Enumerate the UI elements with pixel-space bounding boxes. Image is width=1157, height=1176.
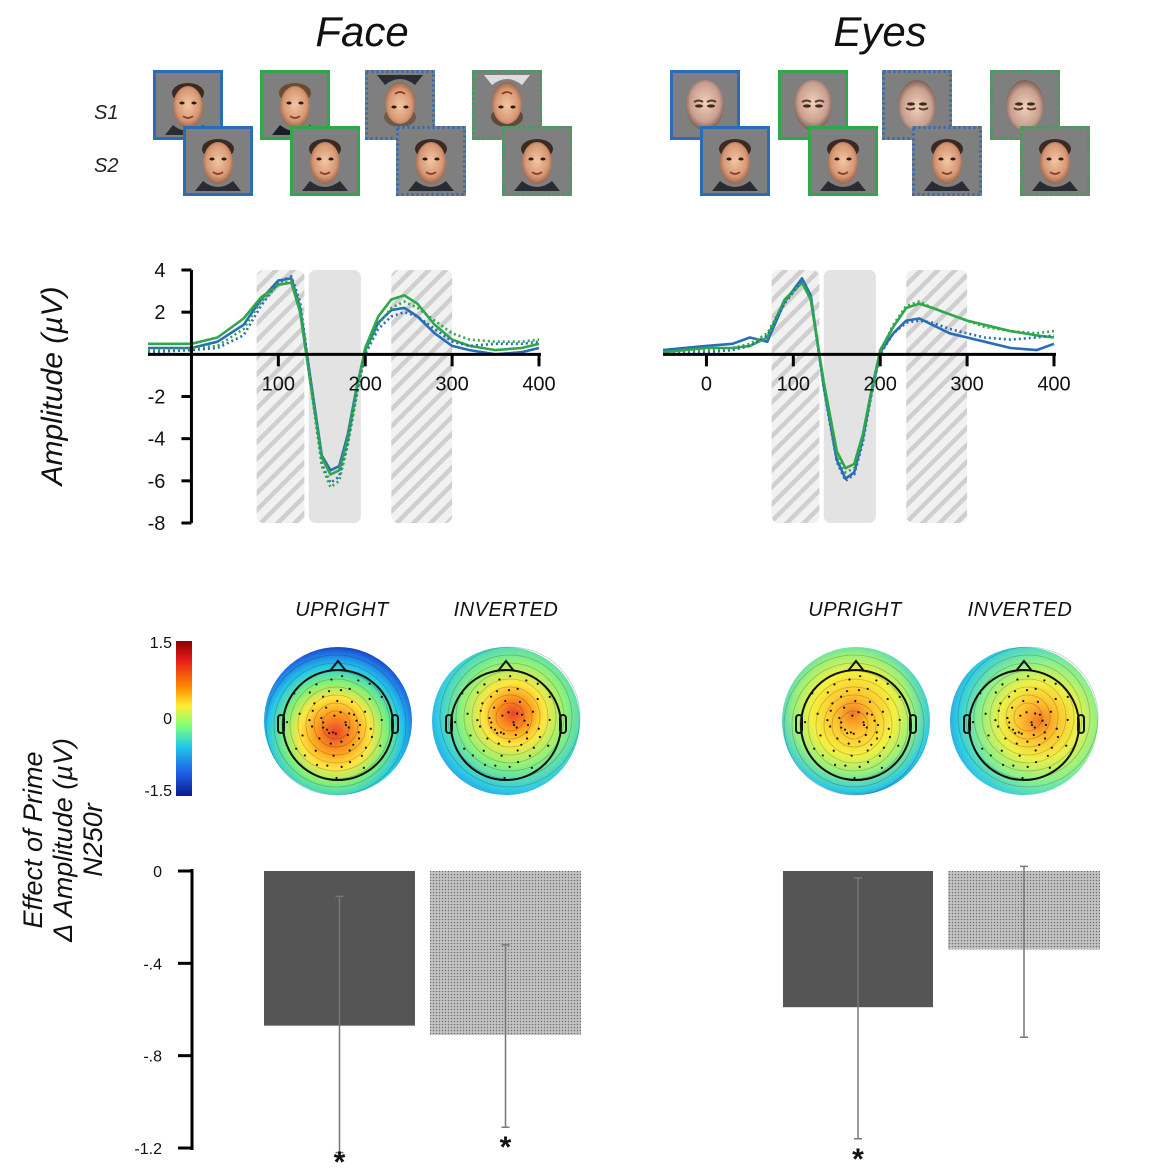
erp-eyes-chart: 0 100 200 300 400	[662, 270, 1071, 523]
face-target-s2-3	[396, 126, 466, 196]
face-panel-title: Face	[315, 8, 408, 55]
significance-marker-2: *	[500, 1131, 512, 1164]
bar-y-tick-label: -.8	[143, 1049, 162, 1066]
erp-face-chart: 100 200 300 400 4 2 -2 -4 -6 -8	[148, 260, 556, 535]
topo-header-eyes-inverted: INVERTED	[968, 599, 1073, 621]
scalp-topographies	[264, 646, 1099, 796]
erp-eyes-window-2	[823, 270, 876, 523]
eyes-prime-s1-4	[990, 70, 1060, 140]
eyes-target-s2-4	[1020, 126, 1090, 196]
topomap-3	[782, 647, 930, 796]
erp-face-x-tick-label: 300	[435, 373, 468, 395]
face-target-s2-1	[183, 126, 253, 196]
eyes-prime-s1-2	[778, 70, 848, 140]
bar-y-tick-label: -1.2	[134, 1141, 162, 1158]
erp-face-window-2	[308, 270, 361, 523]
erp-eyes-x-tick-label: 300	[950, 373, 983, 395]
bar-y-tick-label: -.4	[143, 956, 162, 973]
erp-eyes-x-tick-label: 100	[777, 373, 810, 395]
colorbar-tick-min: -1.5	[144, 783, 172, 800]
topo-header-eyes-upright: UPRIGHT	[808, 599, 903, 621]
erp-face-y-tick-label: -4	[148, 429, 166, 451]
topomap-1	[264, 647, 412, 796]
face-prime-s1-3	[365, 70, 435, 140]
erp-face-series-4	[147, 279, 540, 489]
s1-row-label: S1	[94, 102, 118, 124]
erp-face-y-tick-label: 4	[154, 260, 165, 282]
erp-eyes-window-3	[906, 270, 968, 523]
significance-marker-1: *	[334, 1146, 346, 1176]
face-target-s2-4	[502, 126, 572, 196]
topo-header-face-upright: UPRIGHT	[295, 599, 390, 621]
erp-eyes-x-tick-label: 400	[1037, 373, 1070, 395]
erp-face-y-tick-label: -8	[148, 513, 166, 535]
stimulus-thumbnails	[153, 70, 1090, 196]
erp-face-x-tick-label: 200	[349, 373, 382, 395]
topo-header-face-inverted: INVERTED	[454, 599, 559, 621]
erp-face-y-tick-label: -6	[148, 471, 166, 493]
erp-face-series-3	[147, 275, 540, 485]
bar-y-label-line1: Effect of Prime	[18, 751, 48, 928]
erp-eyes-window-1	[771, 270, 820, 523]
s2-row-label: S2	[94, 155, 118, 177]
bar-y-label-line3: N250r	[78, 802, 108, 877]
significance-marker-3: *	[852, 1143, 864, 1176]
erp-y-axis-label: Amplitude (µV)	[36, 286, 69, 487]
erp-face-x-tick-label: 400	[522, 373, 555, 395]
erp-face-window-3	[391, 270, 453, 523]
erp-face-y-tick-label: -2	[148, 387, 166, 409]
erp-face-x-tick-label: 100	[262, 373, 295, 395]
colorbar-tick-zero: 0	[163, 711, 172, 728]
erp-face-window-1	[256, 270, 305, 523]
eyes-target-s2-3	[912, 126, 982, 196]
bar-y-tick-label: 0	[153, 864, 162, 881]
erp-face-y-tick-label: 2	[154, 302, 165, 324]
bar-y-axis-label: Effect of Prime Δ Amplitude (µV) N250r	[18, 738, 108, 943]
erp-eyes-series-4	[662, 281, 1055, 474]
erp-eyes-x-tick-label: 200	[864, 373, 897, 395]
colorbar	[176, 641, 192, 796]
eyes-target-s2-2	[808, 126, 878, 196]
face-target-s2-2	[290, 126, 360, 196]
bar-y-label-line2: Δ Amplitude (µV)	[48, 738, 78, 943]
erp-eyes-x-tick-label: 0	[701, 373, 712, 395]
eyes-panel-title: Eyes	[833, 8, 926, 55]
eyes-target-s2-1	[700, 126, 770, 196]
bar-chart: 0 -.4 -.8 -1.2 * * *	[134, 864, 1100, 1176]
topomap-2	[432, 646, 581, 795]
topomap-4	[950, 646, 1099, 795]
colorbar-tick-max: 1.5	[150, 635, 172, 652]
